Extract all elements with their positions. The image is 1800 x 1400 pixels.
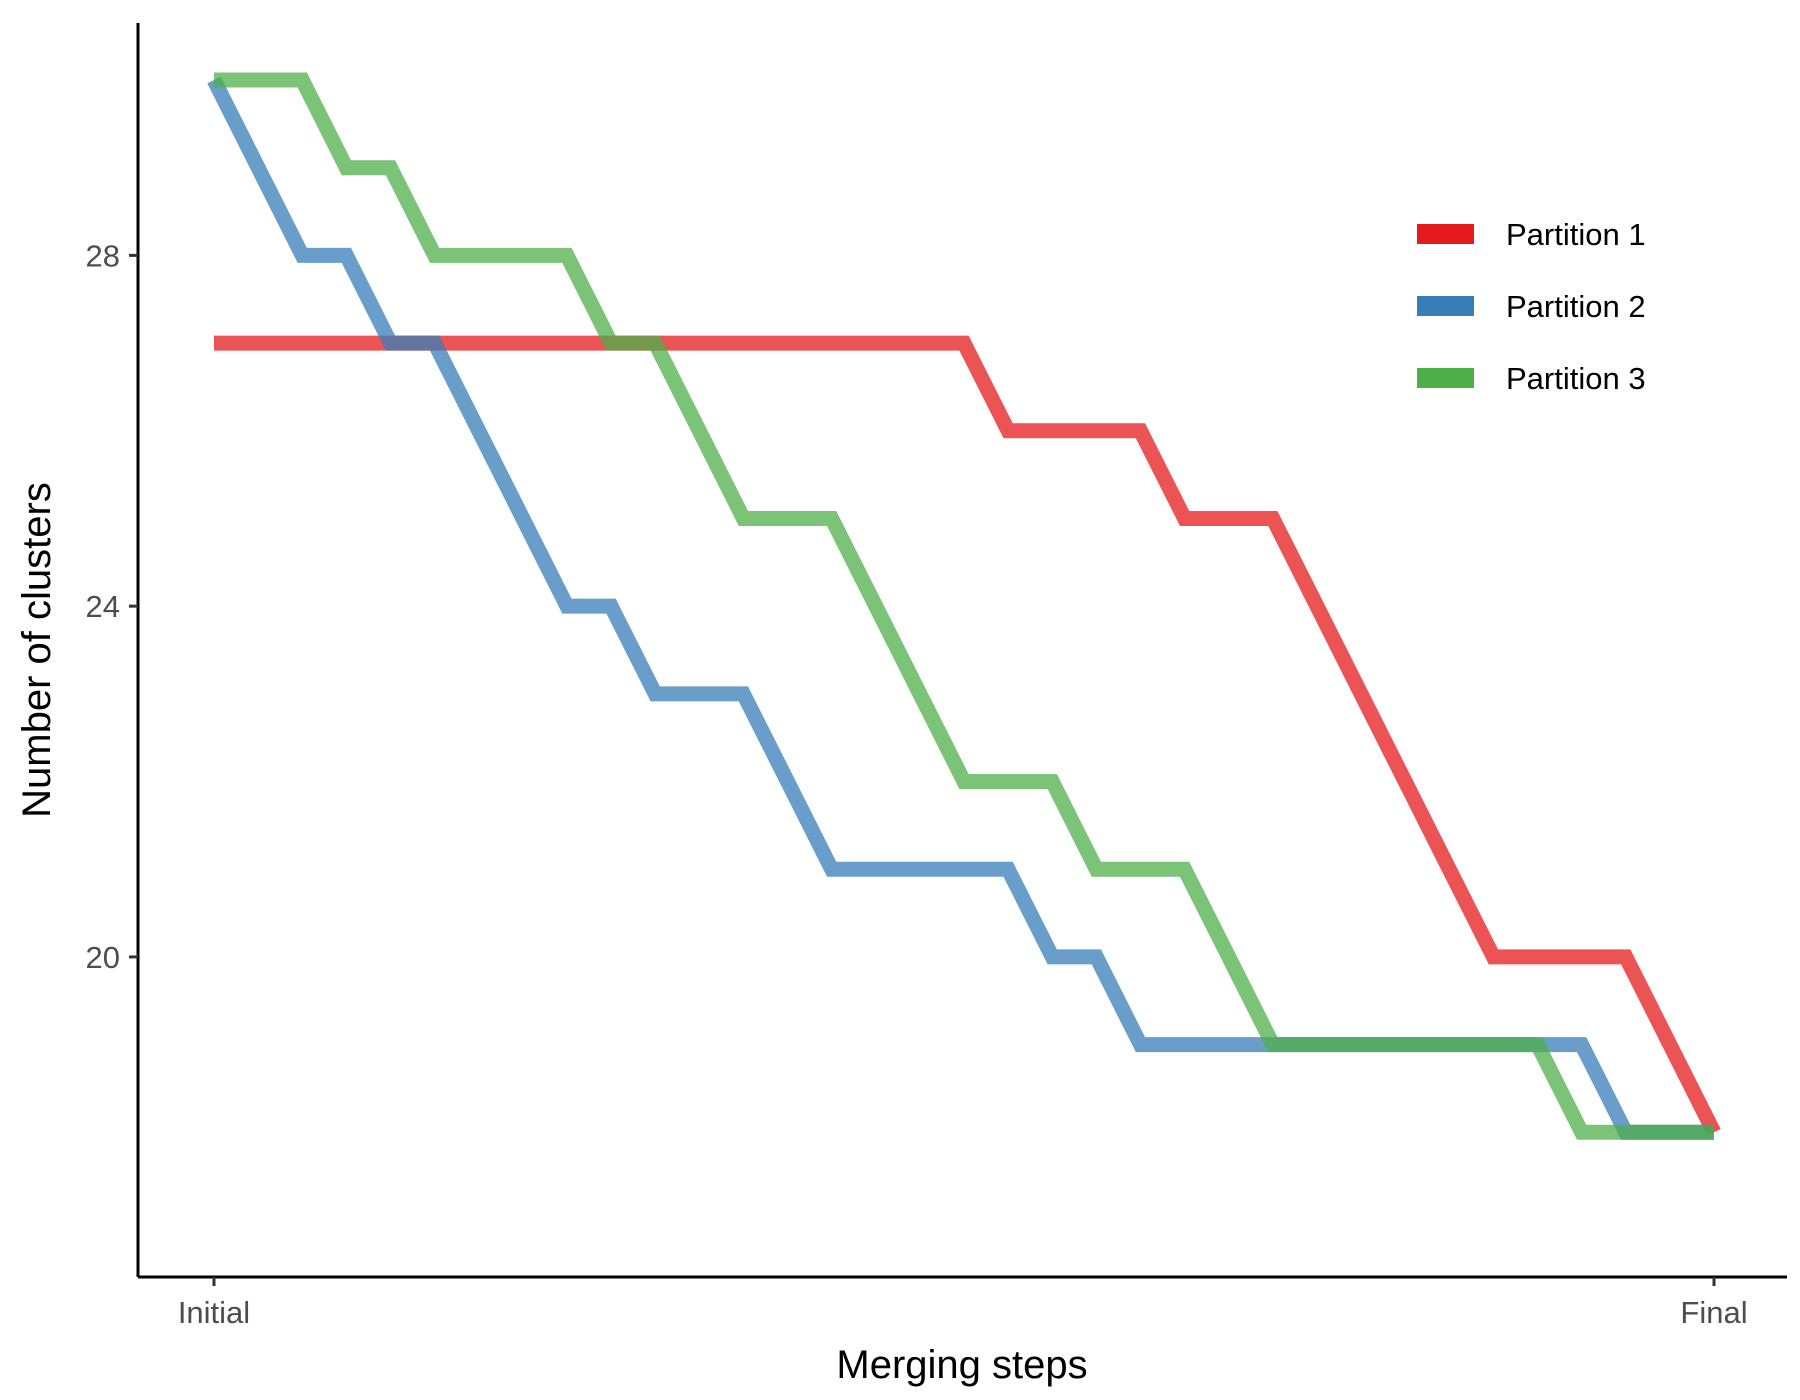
series-line-partition-1 [214, 335, 1721, 1136]
y-axis-title: Number of clusters [15, 482, 59, 818]
axes [136, 23, 1787, 1279]
legend-key-partition-3 [1417, 368, 1474, 388]
x-tick-label-final: Final [1680, 1295, 1747, 1330]
legend: Partition 1 Partition 2 Partition 3 [1417, 217, 1646, 396]
x-ticks: Initial Final [178, 1277, 1748, 1330]
x-tick-label-initial: Initial [178, 1295, 250, 1330]
y-tick-label-24: 24 [86, 589, 120, 624]
legend-label-partition-1: Partition 1 [1506, 217, 1646, 252]
y-ticks: 20 24 28 [86, 238, 138, 975]
series-line-partition-2 [207, 76, 1714, 1140]
series-line-partition-3 [214, 72, 1714, 1140]
legend-key-partition-2 [1417, 296, 1474, 316]
legend-label-partition-3: Partition 3 [1506, 361, 1646, 396]
y-tick-label-28: 28 [86, 238, 120, 273]
y-tick-label-20: 20 [86, 940, 120, 975]
series-lines [207, 72, 1721, 1140]
x-axis-title: Merging steps [836, 1343, 1087, 1387]
legend-label-partition-2: Partition 2 [1506, 289, 1646, 324]
legend-key-partition-1 [1417, 224, 1474, 244]
